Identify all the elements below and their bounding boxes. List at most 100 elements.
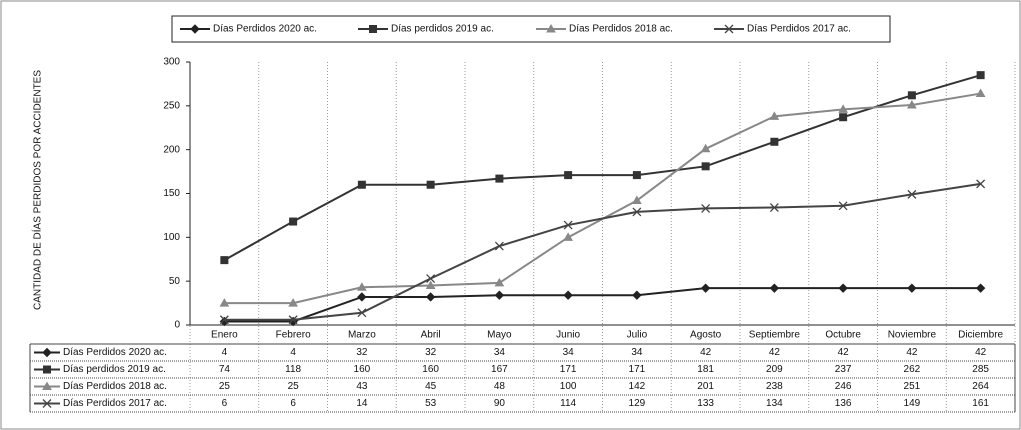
y-tick-label: 200 (163, 144, 180, 155)
legend-label: Días Perdidos 2018 ac. (569, 24, 673, 35)
marker (357, 292, 367, 302)
marker (632, 290, 642, 300)
marker (839, 113, 848, 122)
table-value: 34 (563, 347, 575, 358)
marker (769, 111, 780, 120)
marker (700, 283, 711, 293)
marker (42, 347, 52, 358)
table-value: 32 (356, 347, 368, 358)
table-value: 43 (356, 381, 368, 392)
table-value: 246 (835, 381, 852, 392)
table-value: 42 (906, 347, 918, 358)
table-value: 4 (222, 347, 228, 358)
marker (494, 277, 505, 287)
marker (494, 241, 504, 251)
marker (369, 25, 377, 33)
table-value: 133 (697, 398, 714, 409)
table-value: 74 (219, 364, 231, 375)
x-tick-label: Enero (211, 330, 238, 341)
marker (907, 189, 917, 199)
row-header: Días perdidos 2019 ac. (63, 364, 166, 375)
table-value: 167 (491, 364, 508, 375)
x-tick-label: Febrero (276, 330, 311, 341)
marker (546, 23, 556, 33)
legend-label: Días Perdidos 2020 ac. (213, 24, 317, 35)
marker (701, 162, 710, 171)
x-tick-label: Agosto (690, 330, 722, 341)
table-value: 6 (290, 398, 296, 409)
marker (220, 256, 229, 265)
table-value: 237 (835, 364, 852, 375)
marker (357, 282, 367, 291)
marker (288, 298, 298, 307)
marker (563, 290, 573, 300)
table-value: 129 (629, 398, 646, 409)
y-tick-label: 300 (163, 57, 180, 68)
table-value: 171 (629, 364, 646, 375)
x-tick-label: Octubre (825, 330, 861, 341)
x-tick-label: Marzo (348, 330, 376, 341)
row-header: Días Perdidos 2018 ac. (63, 381, 167, 392)
marker (219, 298, 230, 307)
marker (976, 71, 985, 80)
marker (975, 283, 986, 293)
marker (289, 217, 298, 226)
x-tick-label: Noviembre (888, 330, 937, 341)
y-tick-label: 250 (163, 100, 180, 111)
marker (288, 315, 298, 325)
marker (838, 283, 848, 293)
row-header: Días Perdidos 2020 ac. (63, 347, 167, 358)
row-header: Días Perdidos 2017 ac. (63, 398, 167, 409)
table-value: 238 (766, 381, 783, 392)
marker (219, 315, 229, 325)
marker (907, 99, 917, 109)
x-tick-label: Mayo (487, 330, 512, 341)
y-axis-label: CANTIDAD DE DÍAS PERDIDOS POR ACCIDENTES (31, 70, 44, 310)
marker (219, 316, 230, 327)
marker (976, 179, 986, 189)
table-value: 90 (494, 398, 506, 409)
marker (563, 220, 573, 230)
marker (724, 24, 734, 34)
marker (357, 308, 367, 318)
marker (425, 292, 436, 302)
legend-label: Días Perdidos 2017 ac. (747, 24, 851, 35)
marker (632, 195, 642, 205)
table-value: 42 (769, 347, 781, 358)
table-value: 42 (700, 347, 712, 358)
table-value: 149 (904, 398, 921, 409)
table-value: 25 (219, 381, 231, 392)
table-value: 161 (972, 398, 989, 409)
y-tick-label: 50 (169, 276, 181, 287)
table-value: 114 (560, 398, 576, 409)
x-tick-label: Julio (627, 330, 648, 341)
x-tick-label: Junio (556, 330, 580, 341)
marker (357, 180, 366, 189)
table-value: 45 (425, 381, 437, 392)
marker (975, 88, 986, 98)
marker (495, 174, 504, 183)
table-value: 264 (972, 381, 989, 392)
marker (632, 207, 642, 217)
table-value: 34 (631, 347, 643, 358)
marker (769, 203, 779, 212)
marker (425, 280, 436, 290)
marker (563, 232, 573, 241)
table-value: 285 (972, 364, 989, 375)
table-value: 262 (904, 364, 921, 375)
marker (632, 171, 641, 180)
marker (770, 137, 779, 146)
marker (838, 201, 848, 211)
y-tick-label: 100 (163, 232, 180, 243)
table-value: 6 (222, 398, 228, 409)
marker (907, 283, 917, 293)
marker (494, 290, 505, 300)
table-value: 34 (494, 347, 506, 358)
marker (42, 381, 52, 390)
table-value: 100 (560, 381, 577, 392)
y-tick-label: 150 (163, 188, 180, 199)
marker (42, 399, 52, 408)
table-value: 134 (766, 398, 783, 409)
x-tick-label: Abril (421, 330, 441, 341)
